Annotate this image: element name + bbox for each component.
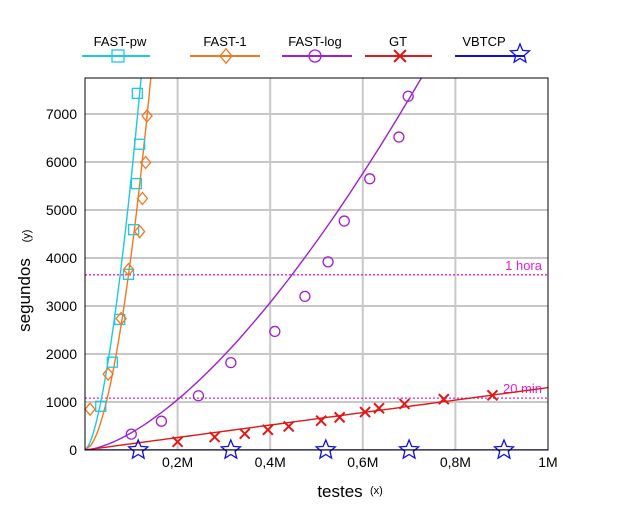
legend-marker-diamond <box>219 47 233 65</box>
legend-marker-square <box>111 49 125 63</box>
fast-pw-point <box>122 268 135 280</box>
tick-labels: 0 1000 2000 3000 4000 5000 6000 7000 0,2M 0,4M 0,6… <box>46 106 558 470</box>
fast-log-point <box>269 325 281 338</box>
fast-1-point <box>115 311 127 326</box>
vbtcp-point <box>397 438 421 460</box>
legend-label: VBTCP <box>462 34 505 49</box>
fast-1-point <box>141 108 153 123</box>
y-tick-label: 3000 <box>46 298 77 314</box>
vbtcp-point <box>314 438 337 460</box>
fast-pw-point <box>131 87 143 100</box>
gt-point <box>239 427 251 440</box>
legend-label: FAST-1 <box>203 34 246 49</box>
fast-log-curve <box>85 78 423 450</box>
fast-1-point <box>133 224 146 239</box>
gt-point <box>171 436 184 448</box>
gt-point <box>333 411 346 424</box>
fast-log-point <box>322 256 334 268</box>
gt-point <box>315 415 327 427</box>
fast-log-point <box>299 290 311 303</box>
reference-line-label: 1 hora <box>505 258 543 273</box>
fast-log-point <box>393 131 405 143</box>
fast-1-point <box>122 262 135 277</box>
fast-log-point <box>192 390 205 402</box>
fast-pw-point <box>127 224 140 236</box>
fast-log-point <box>338 215 350 227</box>
x-tick-label: 0,4M <box>255 454 286 470</box>
series-markers <box>84 87 516 460</box>
vbtcp-point <box>492 438 516 460</box>
fast-1-point <box>102 367 114 382</box>
y-tick-label: 1000 <box>46 394 77 410</box>
legend-marker-star <box>508 42 532 64</box>
x-axis-label: testes <box>317 482 362 501</box>
y-tick-label: 2000 <box>46 346 77 362</box>
fast-pw-point <box>130 177 143 190</box>
y-tick-label: 7000 <box>46 106 77 122</box>
grid <box>85 78 548 450</box>
x-tick-label: 0,2M <box>162 454 193 470</box>
legend: FAST-pw FAST-1 FAST-log GT VBTCP <box>82 34 532 65</box>
x-tick-label: 1M <box>538 454 557 470</box>
fast-pw-point <box>133 138 146 150</box>
fast-log-point <box>225 356 237 369</box>
gt-point <box>486 389 499 401</box>
legend-label: FAST-pw <box>94 34 147 49</box>
fast-log-point <box>402 90 414 102</box>
x-axis-label-suffix: (x) <box>370 485 383 497</box>
gt-point <box>262 424 274 436</box>
y-tick-label: 0 <box>69 442 77 458</box>
fast-pw-curve <box>85 78 142 450</box>
y-tick-label: 6000 <box>46 154 77 170</box>
fast-1-point <box>139 155 152 170</box>
gt-point <box>359 406 371 418</box>
y-axis-label: segundos <box>15 258 34 332</box>
fast-pw-point <box>95 400 107 412</box>
gt-curve <box>85 386 548 450</box>
fast-1-point <box>136 191 149 206</box>
vbtcp-point <box>219 438 243 460</box>
fast-log-point <box>125 428 137 440</box>
gt-point <box>398 398 411 410</box>
fast-1-point <box>84 402 96 417</box>
legend-marker-x <box>393 49 407 63</box>
y-tick-label: 4000 <box>46 250 77 266</box>
legend-label: FAST-log <box>288 34 341 49</box>
plot-frame <box>84 77 549 451</box>
fast-log-point <box>364 173 376 185</box>
fast-pw-point <box>106 356 118 368</box>
vbtcp-point <box>127 438 150 460</box>
x-tick-label: 0,8M <box>440 454 471 470</box>
y-axis-label-suffix: (y) <box>21 230 33 243</box>
x-tick-label: 0,6M <box>347 454 378 470</box>
gt-point <box>283 420 295 433</box>
fast-log-point <box>155 415 168 427</box>
legend-marker-circle <box>308 49 322 63</box>
series-curves <box>85 78 548 450</box>
gt-point <box>208 431 221 443</box>
gt-point <box>373 402 385 414</box>
y-tick-label: 5000 <box>46 202 77 218</box>
legend-label: GT <box>389 34 407 49</box>
gt-point <box>438 393 450 405</box>
